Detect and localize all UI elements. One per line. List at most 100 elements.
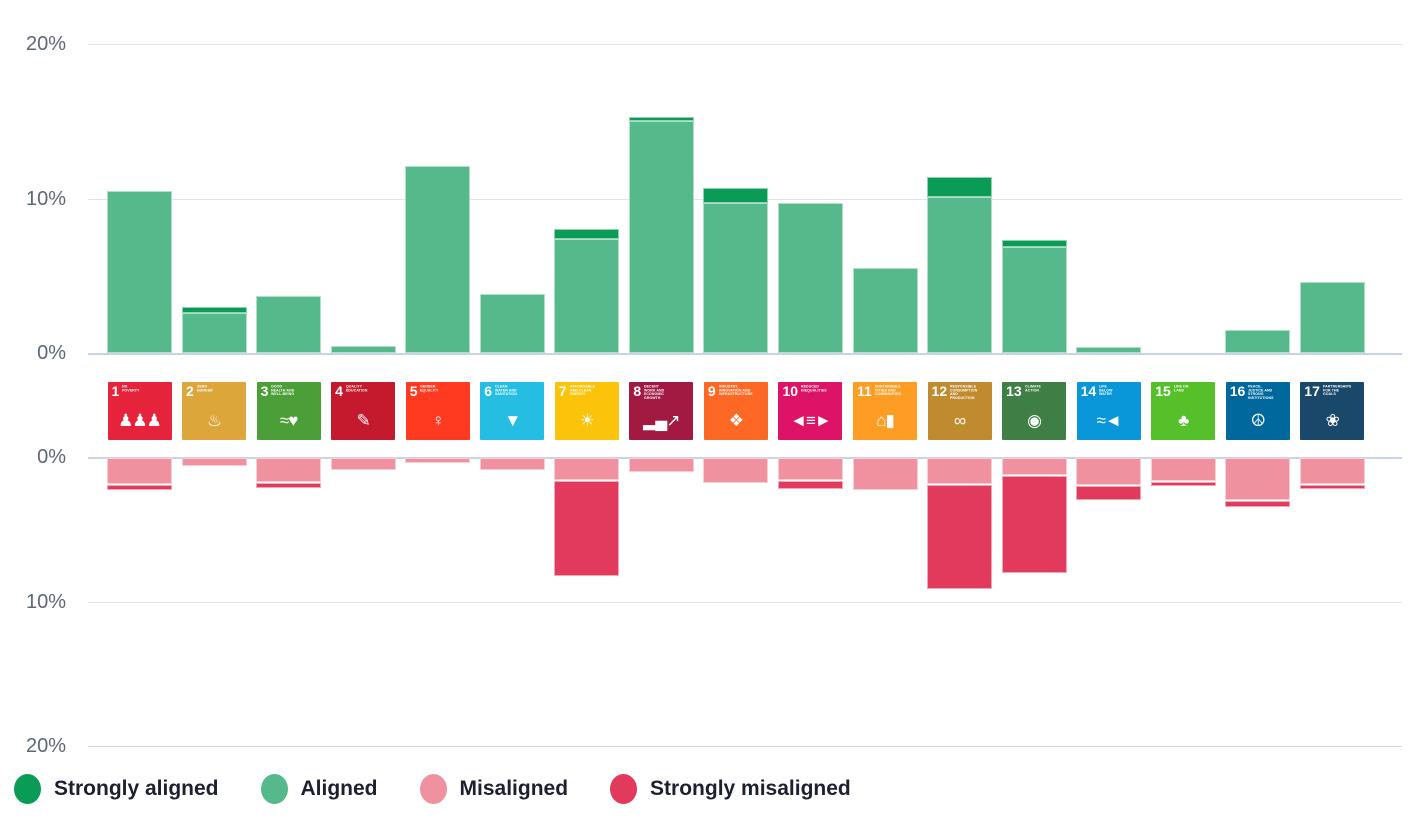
sdg-11-icon: 11 Sustainable Cities and Communities ⌂▮	[853, 382, 917, 440]
legend-label: Strongly misaligned	[650, 777, 851, 800]
bar-sdg11-aligned[interactable]	[852, 268, 918, 353]
sdg-number: 17	[1304, 383, 1320, 399]
sdg-3-icon: 3 Good Health and Well-Being ≈♥	[256, 382, 321, 440]
legend-item-aligned[interactable]: Aligned	[260, 774, 378, 804]
sdg-pictogram-icon: ▼	[504, 411, 521, 430]
sdg-number: 1	[111, 383, 120, 399]
bar-sdg17-strongly-misaligned[interactable]	[1299, 485, 1365, 490]
bar-sdg8-strongly-aligned[interactable]	[628, 116, 694, 122]
gridline-top-20	[88, 44, 1402, 45]
sdg-number: 11	[857, 383, 872, 399]
bar-sdg12-strongly-aligned[interactable]	[927, 176, 993, 197]
sdg-title: Climate Action	[1024, 385, 1041, 393]
bar-sdg4-aligned[interactable]	[330, 346, 396, 353]
sdg-number: 3	[260, 383, 269, 399]
bar-sdg16-strongly-misaligned[interactable]	[1225, 500, 1291, 507]
axis-tick-label: 20%	[25, 735, 66, 757]
bar-sdg9-misaligned[interactable]	[703, 458, 769, 483]
bar-sdg5-aligned[interactable]	[405, 166, 471, 353]
sdg-tile-header: 17 Partnerships for the Goals	[1304, 383, 1362, 408]
bar-sdg11-misaligned[interactable]	[852, 458, 918, 490]
sdg-tile-header: 2 Zero Hunger	[186, 384, 244, 400]
bar-sdg5-misaligned[interactable]	[405, 458, 471, 464]
bar-sdg14-strongly-misaligned[interactable]	[1076, 486, 1142, 501]
sdg-7-icon: 7 Affordable and Clean Energy ☀	[554, 382, 619, 440]
sdg-number: 16	[1229, 383, 1246, 399]
bar-sdg13-misaligned[interactable]	[1001, 458, 1067, 476]
bar-sdg12-strongly-misaligned[interactable]	[927, 485, 993, 590]
bar-sdg12-misaligned[interactable]	[927, 458, 993, 484]
bar-sdg8-aligned[interactable]	[628, 121, 694, 353]
bar-sdg3-aligned[interactable]	[256, 295, 322, 353]
bar-sdg2-strongly-aligned[interactable]	[181, 306, 247, 313]
sdg-number: 4	[335, 383, 343, 399]
sdg-number: 12	[931, 383, 948, 399]
sdg-number: 10	[782, 383, 799, 399]
sdg-pictogram-icon: ∞	[953, 411, 966, 430]
sdg-pictogram-icon: ◄≡►	[790, 411, 832, 430]
sdg-tile-header: 14 Life Below Water	[1081, 384, 1139, 408]
bar-sdg6-aligned[interactable]	[479, 294, 545, 353]
bar-sdg15-misaligned[interactable]	[1150, 458, 1216, 482]
sdg-tile-header: 7 Affordable and Clean Energy	[559, 384, 617, 408]
sdg-13-icon: 13 Climate Action ◉	[1002, 382, 1067, 440]
legend-label: Misaligned	[459, 777, 569, 800]
axis-tick-label: 10%	[25, 591, 66, 613]
bar-sdg7-strongly-aligned[interactable]	[554, 229, 620, 239]
bar-sdg16-misaligned[interactable]	[1225, 458, 1291, 500]
bar-sdg13-aligned[interactable]	[1001, 247, 1067, 353]
bar-sdg7-strongly-misaligned[interactable]	[554, 480, 620, 577]
sdg-tile-header: 10 Reduced Inequalities	[782, 383, 840, 400]
bar-sdg4-misaligned[interactable]	[330, 458, 396, 470]
bar-sdg13-strongly-misaligned[interactable]	[1001, 476, 1067, 574]
sdg-pictogram-icon: ❖	[728, 411, 744, 430]
bar-sdg7-misaligned[interactable]	[554, 458, 620, 480]
legend-item-strongly-misaligned[interactable]: Strongly misaligned	[610, 774, 851, 804]
bar-sdg14-aligned[interactable]	[1076, 346, 1142, 353]
sdg-tile-header: 16 Peace, Justice and Strong Institutions	[1229, 383, 1288, 416]
bar-sdg2-misaligned[interactable]	[181, 458, 247, 466]
bar-sdg10-misaligned[interactable]	[777, 458, 843, 481]
bar-sdg17-aligned[interactable]	[1299, 281, 1365, 353]
sdg-title: Life on Land	[1173, 385, 1189, 393]
bar-sdg14-misaligned[interactable]	[1076, 458, 1142, 486]
sdg-tile-header: 4 Quality Education	[335, 383, 393, 400]
sdg-title: Sustainable Cities and Communities	[874, 385, 901, 397]
sdg-pictogram-icon: ◉	[1027, 411, 1042, 430]
sdg-tile-header: 15 Life on Land	[1155, 384, 1213, 400]
sdg-tile-header: 9 Industry, Innovation and Infrastructure	[708, 384, 766, 408]
legend-label: Aligned	[300, 777, 378, 800]
sdg-number: 5	[409, 383, 418, 399]
bar-sdg17-misaligned[interactable]	[1299, 458, 1365, 484]
bar-sdg1-strongly-misaligned[interactable]	[107, 485, 172, 491]
bar-sdg2-aligned[interactable]	[181, 312, 247, 353]
sdg-17-icon: 17 Partnerships for the Goals ❀	[1300, 382, 1365, 440]
bar-sdg9-strongly-aligned[interactable]	[703, 187, 769, 204]
sdg-pictogram-icon: ⌂▮	[876, 411, 895, 430]
bar-sdg3-strongly-misaligned[interactable]	[256, 482, 322, 488]
baseline-top-0	[88, 353, 1402, 355]
axis-tick-label: 0%	[37, 446, 66, 468]
sdg-title: Quality Education	[345, 385, 368, 393]
sdg-title: Partnerships for the Goals	[1322, 385, 1352, 397]
legend-item-strongly-aligned[interactable]: Strongly aligned	[14, 774, 219, 804]
aligned-swatch-icon	[260, 774, 288, 804]
bar-sdg10-aligned[interactable]	[777, 203, 843, 353]
sdg-title: Responsible Consumption and Production	[950, 385, 978, 401]
bar-sdg15-strongly-misaligned[interactable]	[1150, 482, 1216, 487]
bar-sdg3-misaligned[interactable]	[256, 458, 322, 482]
bar-sdg8-misaligned[interactable]	[628, 458, 694, 472]
legend-item-misaligned[interactable]: Misaligned	[419, 774, 569, 804]
bar-sdg12-aligned[interactable]	[927, 196, 993, 353]
bar-sdg10-strongly-misaligned[interactable]	[777, 481, 843, 489]
bar-sdg7-aligned[interactable]	[554, 238, 620, 353]
bar-sdg1-aligned[interactable]	[107, 190, 172, 353]
bar-sdg9-aligned[interactable]	[703, 203, 769, 353]
axis-tick-label: 0%	[37, 342, 66, 364]
bar-sdg1-misaligned[interactable]	[107, 458, 172, 484]
sdg-title: Life Below Water	[1099, 385, 1113, 397]
bar-sdg16-aligned[interactable]	[1225, 329, 1291, 353]
sdg-title: Good Health and Well-Being	[271, 385, 295, 397]
bar-sdg6-misaligned[interactable]	[479, 458, 545, 470]
bar-sdg13-strongly-aligned[interactable]	[1001, 240, 1067, 248]
